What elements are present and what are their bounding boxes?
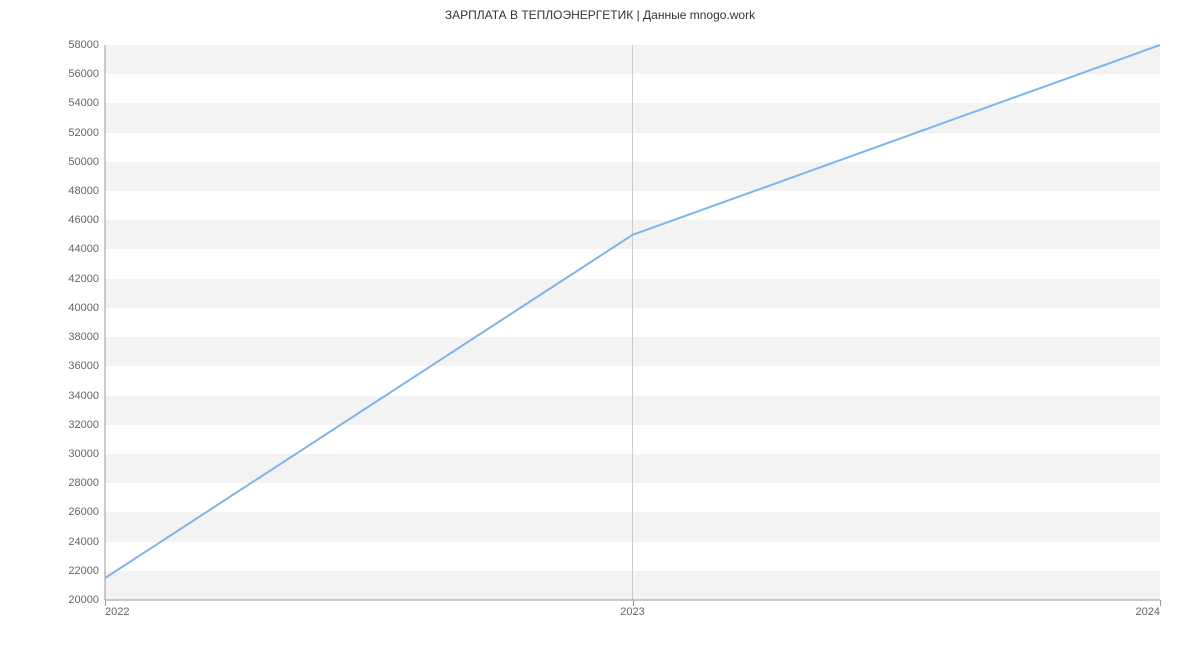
y-tick-label: 50000: [68, 156, 105, 168]
y-tick-label: 26000: [68, 506, 105, 518]
y-tick-label: 34000: [68, 390, 105, 402]
y-tick-label: 42000: [68, 273, 105, 285]
y-tick-label: 24000: [68, 536, 105, 548]
y-tick-label: 36000: [68, 360, 105, 372]
y-tick-label: 52000: [68, 127, 105, 139]
line-layer: [105, 45, 1160, 600]
y-tick-label: 54000: [68, 97, 105, 109]
x-tick-mark: [1160, 600, 1161, 606]
y-tick-label: 46000: [68, 214, 105, 226]
y-tick-label: 28000: [68, 477, 105, 489]
y-tick-label: 58000: [68, 39, 105, 51]
y-tick-label: 40000: [68, 302, 105, 314]
y-tick-label: 30000: [68, 448, 105, 460]
chart-title: ЗАРПЛАТА В ТЕПЛОЭНЕРГЕТИК | Данные mnogo…: [0, 8, 1200, 22]
y-tick-label: 48000: [68, 185, 105, 197]
x-tick-label: 2024: [1136, 600, 1160, 618]
y-tick-label: 20000: [68, 594, 105, 606]
x-tick-label: 2022: [105, 600, 129, 618]
y-tick-label: 44000: [68, 243, 105, 255]
y-tick-label: 56000: [68, 68, 105, 80]
plot-area: 2000022000240002600028000300003200034000…: [105, 45, 1160, 600]
salary-chart: ЗАРПЛАТА В ТЕПЛОЭНЕРГЕТИК | Данные mnogo…: [0, 0, 1200, 650]
y-tick-label: 32000: [68, 419, 105, 431]
y-tick-label: 22000: [68, 565, 105, 577]
y-tick-label: 38000: [68, 331, 105, 343]
x-tick-label: 2023: [620, 600, 644, 618]
